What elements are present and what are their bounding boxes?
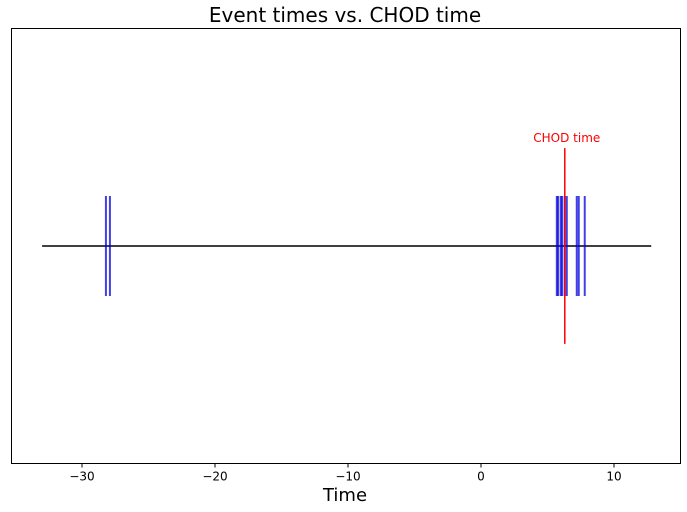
x-tick-label: 0 <box>477 470 485 484</box>
plot-marks: CHOD time <box>42 131 652 344</box>
chart-title: Event times vs. CHOD time <box>209 3 481 27</box>
x-tick-label: −30 <box>69 470 94 484</box>
chod-time-label: CHOD time <box>533 131 600 145</box>
x-tick-label: −20 <box>202 470 227 484</box>
x-axis-label: Time <box>322 485 367 506</box>
x-tick-label: 10 <box>606 470 621 484</box>
x-axis-ticks: −30 −20 −10 0 10 <box>69 463 622 484</box>
x-tick-label: −10 <box>335 470 360 484</box>
plot-area-frame <box>11 28 681 464</box>
